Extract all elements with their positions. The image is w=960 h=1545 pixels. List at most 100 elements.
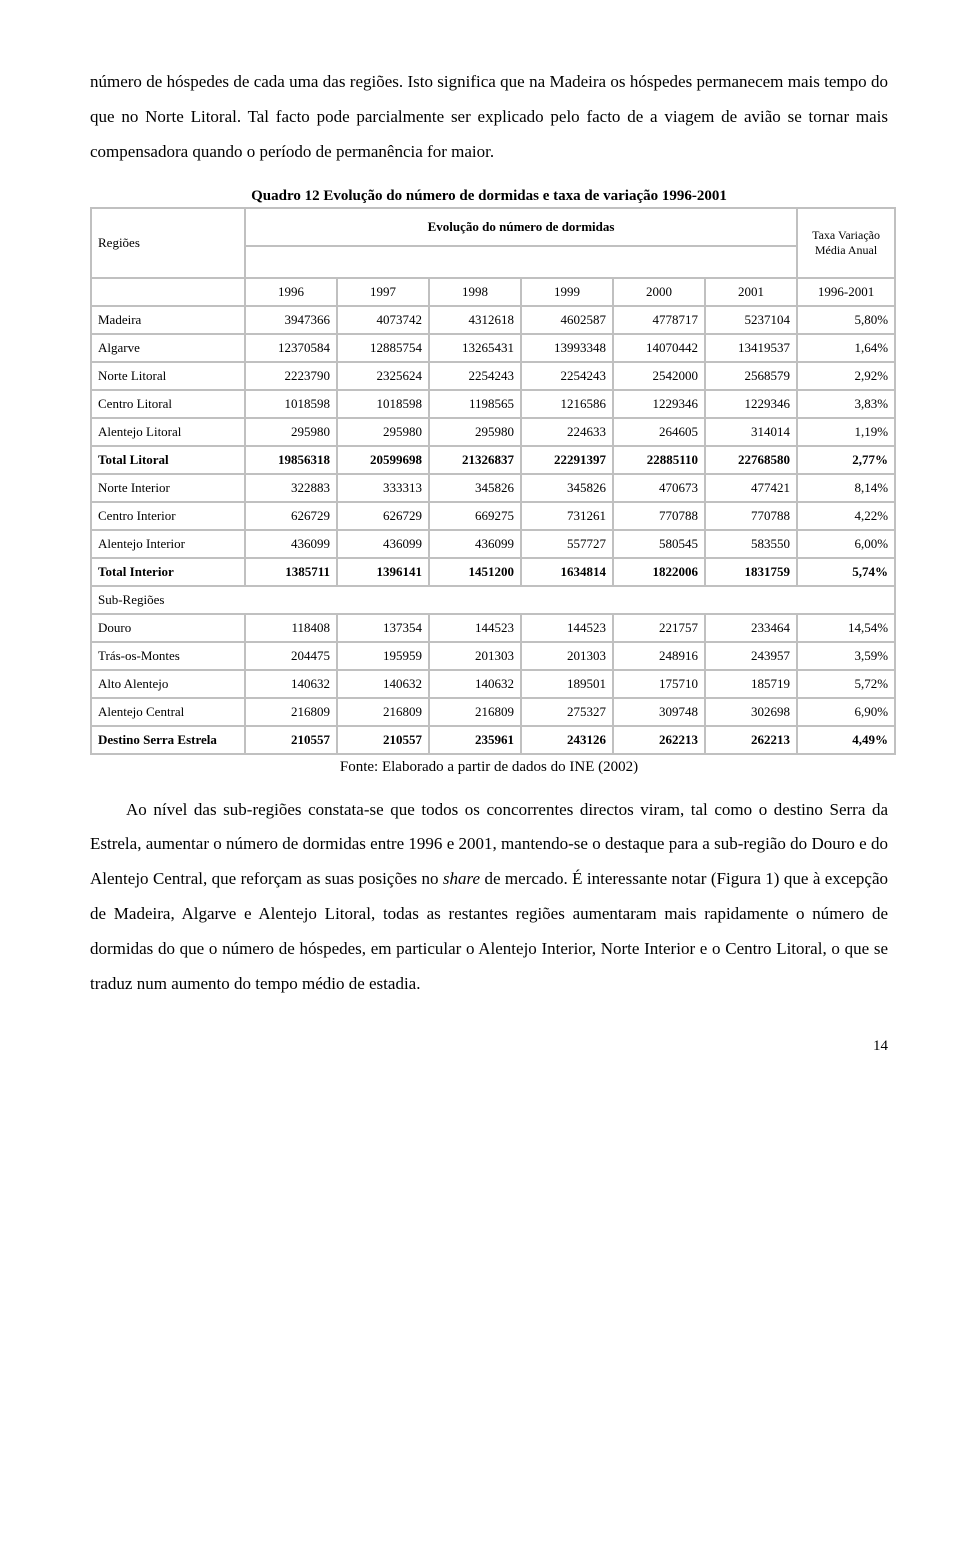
data-table: Regiões Evolução do número de dormidas T… [90, 207, 896, 755]
row-value: 216809 [429, 698, 521, 726]
intro-paragraph: número de hóspedes de cada uma das regiõ… [90, 65, 888, 170]
page-number: 14 [90, 1038, 888, 1055]
row-value: 14070442 [613, 334, 705, 362]
row-value: 1451200 [429, 558, 521, 586]
row-value: 12885754 [337, 334, 429, 362]
row-value: 3,59% [797, 642, 895, 670]
row-label: Trás-os-Montes [91, 642, 245, 670]
row-value: 6,90% [797, 698, 895, 726]
row-value: 1216586 [521, 390, 613, 418]
row-value: 221757 [613, 614, 705, 642]
row-value: 626729 [337, 502, 429, 530]
row-value: 224633 [521, 418, 613, 446]
table-row: Madeira394736640737424312618460258747787… [91, 306, 895, 334]
row-value: 1229346 [705, 390, 797, 418]
row-value: 436099 [429, 530, 521, 558]
row-value: 583550 [705, 530, 797, 558]
table-header-row-1: Regiões Evolução do número de dormidas T… [91, 208, 895, 246]
row-value: 275327 [521, 698, 613, 726]
row-value: 626729 [245, 502, 337, 530]
row-value: 14,54% [797, 614, 895, 642]
row-value: 2254243 [521, 362, 613, 390]
sub-regioes-label: Sub-Regiões [91, 586, 895, 614]
row-value: 3947366 [245, 306, 337, 334]
row-value: 21326837 [429, 446, 521, 474]
row-label: Total Interior [91, 558, 245, 586]
table-row: Alentejo Central216809216809216809275327… [91, 698, 895, 726]
row-label: Alentejo Interior [91, 530, 245, 558]
row-value: 5,74% [797, 558, 895, 586]
row-value: 185719 [705, 670, 797, 698]
row-value: 201303 [521, 642, 613, 670]
header-year: 2001 [705, 278, 797, 306]
header-regioes: Regiões [91, 208, 245, 278]
row-value: 195959 [337, 642, 429, 670]
row-value: 262213 [613, 726, 705, 754]
row-value: 144523 [521, 614, 613, 642]
header-year: 1998 [429, 278, 521, 306]
row-value: 2254243 [429, 362, 521, 390]
row-value: 1385711 [245, 558, 337, 586]
row-value: 233464 [705, 614, 797, 642]
row-value: 175710 [613, 670, 705, 698]
row-value: 1018598 [245, 390, 337, 418]
row-value: 295980 [429, 418, 521, 446]
row-value: 13993348 [521, 334, 613, 362]
row-value: 201303 [429, 642, 521, 670]
row-value: 470673 [613, 474, 705, 502]
row-value: 144523 [429, 614, 521, 642]
row-label: Destino Serra Estrela [91, 726, 245, 754]
table-row: Norte Litoral222379023256242254243225424… [91, 362, 895, 390]
row-value: 1198565 [429, 390, 521, 418]
row-label: Douro [91, 614, 245, 642]
row-value: 13419537 [705, 334, 797, 362]
row-value: 770788 [613, 502, 705, 530]
row-value: 248916 [613, 642, 705, 670]
header-year: 2000 [613, 278, 705, 306]
row-value: 770788 [705, 502, 797, 530]
table-row-sub-regioes: Sub-Regiões [91, 586, 895, 614]
row-value: 22768580 [705, 446, 797, 474]
row-value: 333313 [337, 474, 429, 502]
table-row: Norte Interior32288333331334582634582647… [91, 474, 895, 502]
header-range: 1996-2001 [797, 278, 895, 306]
row-label: Centro Interior [91, 502, 245, 530]
row-value: 1018598 [337, 390, 429, 418]
row-value: 243126 [521, 726, 613, 754]
row-value: 204475 [245, 642, 337, 670]
row-value: 235961 [429, 726, 521, 754]
row-value: 731261 [521, 502, 613, 530]
row-value: 140632 [337, 670, 429, 698]
row-value: 1,64% [797, 334, 895, 362]
row-label: Norte Interior [91, 474, 245, 502]
row-value: 137354 [337, 614, 429, 642]
row-value: 243957 [705, 642, 797, 670]
row-value: 19856318 [245, 446, 337, 474]
row-value: 1822006 [613, 558, 705, 586]
row-value: 557727 [521, 530, 613, 558]
table-row-destino: Destino Serra Estrela2105572105572359612… [91, 726, 895, 754]
row-value: 295980 [245, 418, 337, 446]
row-value: 12370584 [245, 334, 337, 362]
row-value: 302698 [705, 698, 797, 726]
row-value: 210557 [245, 726, 337, 754]
row-label: Madeira [91, 306, 245, 334]
row-value: 322883 [245, 474, 337, 502]
row-value: 309748 [613, 698, 705, 726]
row-value: 22291397 [521, 446, 613, 474]
row-label: Centro Litoral [91, 390, 245, 418]
row-value: 2542000 [613, 362, 705, 390]
table-source: Fonte: Elaborado a partir de dados do IN… [90, 759, 888, 776]
row-value: 2,77% [797, 446, 895, 474]
header-year: 1999 [521, 278, 613, 306]
row-value: 580545 [613, 530, 705, 558]
row-value: 140632 [429, 670, 521, 698]
row-label: Alentejo Central [91, 698, 245, 726]
row-value: 13265431 [429, 334, 521, 362]
row-label: Alentejo Litoral [91, 418, 245, 446]
header-year: 1997 [337, 278, 429, 306]
table-row: Algarve123705841288575413265431139933481… [91, 334, 895, 362]
row-value: 4778717 [613, 306, 705, 334]
row-value: 5237104 [705, 306, 797, 334]
row-value: 5,72% [797, 670, 895, 698]
